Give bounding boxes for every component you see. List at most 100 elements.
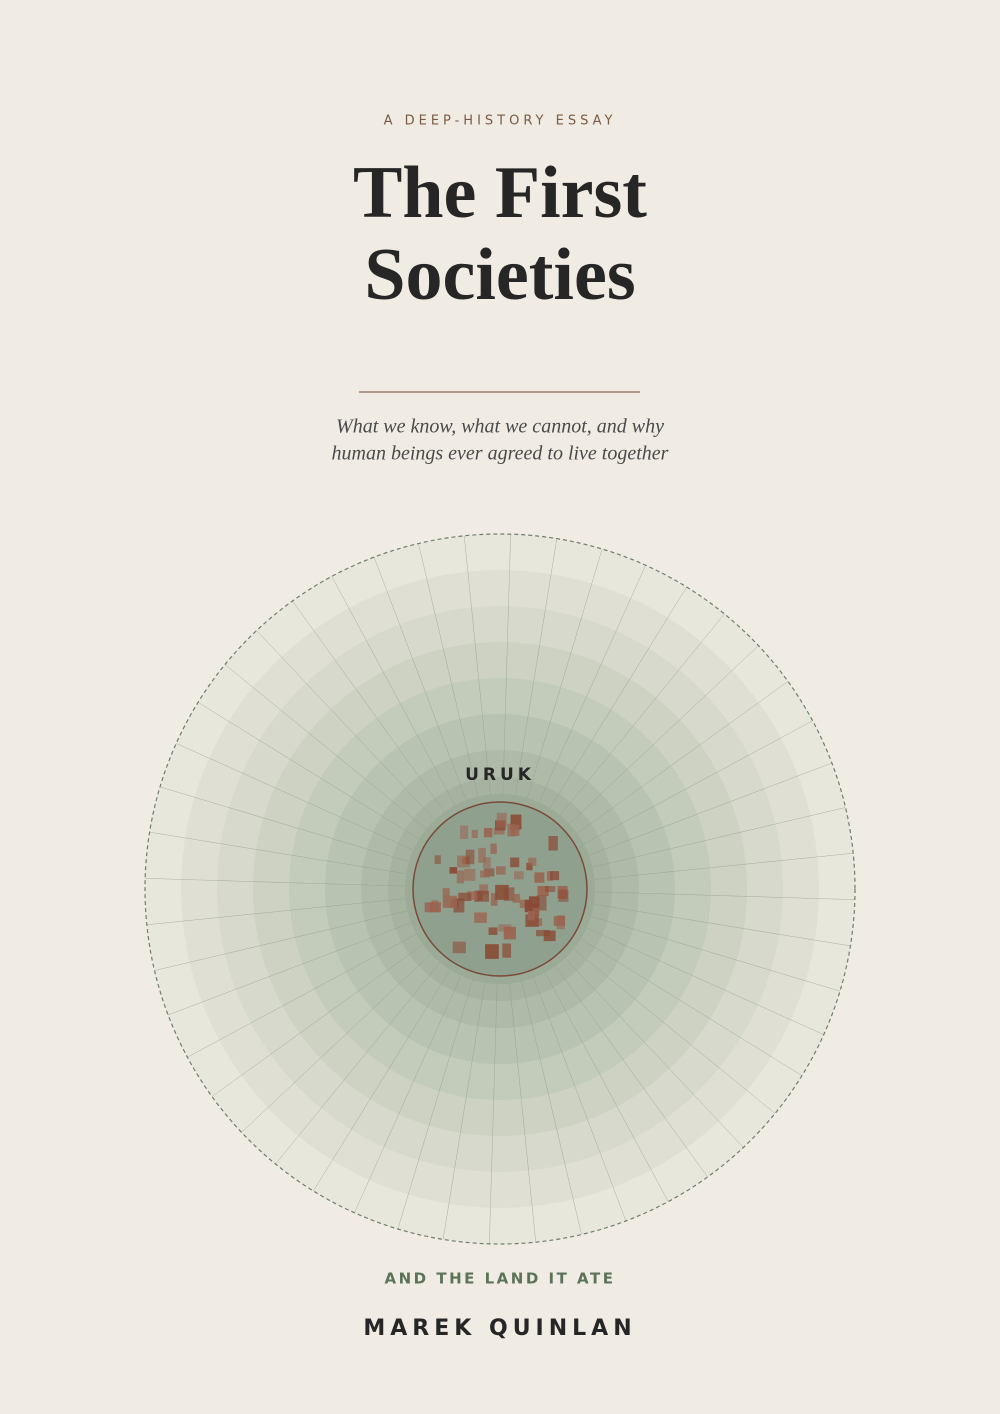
city-block <box>502 943 512 958</box>
city-block <box>507 823 516 837</box>
city-block <box>528 857 537 866</box>
city-block <box>467 891 478 900</box>
city-block <box>453 898 465 913</box>
city-block <box>503 887 515 901</box>
spoke <box>502 534 511 795</box>
city-block <box>527 910 535 921</box>
spoke <box>533 977 627 1221</box>
tagline: AND THE LAND IT ATE <box>385 1270 616 1288</box>
spoke <box>224 664 427 830</box>
spoke <box>154 910 408 971</box>
city-block <box>512 893 521 903</box>
city-block <box>479 884 488 895</box>
city-block <box>452 941 466 954</box>
city-block <box>478 847 486 863</box>
subtitle-line: human beings ever agreed to live togethe… <box>332 443 669 465</box>
spoke <box>256 630 436 821</box>
spoke <box>489 983 498 1244</box>
spoke <box>521 981 582 1235</box>
outer-boundary <box>144 533 856 1245</box>
city-block <box>474 912 487 923</box>
city-block <box>485 944 499 959</box>
city-block <box>496 812 507 827</box>
city-block <box>490 893 498 906</box>
city-block <box>510 857 520 868</box>
spoke <box>275 962 441 1165</box>
city-block <box>460 825 469 839</box>
spoke <box>331 576 456 806</box>
city-block <box>471 829 478 839</box>
spoke <box>568 645 759 825</box>
city-block <box>524 899 532 913</box>
spoke <box>509 983 537 1243</box>
city-block <box>532 908 540 916</box>
spoke <box>211 944 424 1097</box>
city-block <box>442 895 457 908</box>
spoke <box>592 807 846 868</box>
city-block <box>456 870 465 884</box>
kicker: A DEEP-HISTORY ESSAY <box>384 114 617 129</box>
spoke <box>197 702 420 840</box>
spoke <box>594 852 854 880</box>
spoke <box>442 982 486 1240</box>
city-block <box>493 828 505 835</box>
city-block <box>434 855 441 865</box>
city-block <box>480 870 490 878</box>
spoke <box>313 969 451 1192</box>
subtitle-line: What we know, what we cannot, and why <box>336 416 664 438</box>
city-block <box>558 889 569 902</box>
spokes <box>145 534 855 1244</box>
spoke <box>292 600 445 813</box>
spoke <box>168 922 412 1016</box>
spoke <box>146 898 406 926</box>
spoke <box>463 535 491 795</box>
city-block <box>536 895 547 911</box>
spoke <box>594 891 855 900</box>
spoke <box>588 762 832 856</box>
spoke <box>176 743 414 851</box>
spoke <box>549 586 687 809</box>
city-block <box>536 929 550 937</box>
spoke <box>555 965 708 1178</box>
city-block <box>474 890 489 902</box>
city-block <box>543 930 556 942</box>
city-block <box>528 896 540 908</box>
spoke <box>187 933 417 1058</box>
spoke <box>418 543 479 797</box>
city-block <box>514 871 524 880</box>
spoke <box>586 927 824 1035</box>
city-block <box>483 828 493 838</box>
city-block <box>496 866 506 875</box>
spoke <box>583 720 813 845</box>
city-block <box>442 888 450 897</box>
spoke <box>590 916 841 992</box>
city-block <box>498 924 512 932</box>
spoke <box>159 786 410 862</box>
city-block <box>458 892 472 902</box>
spoke <box>593 903 851 947</box>
city-block <box>556 915 565 930</box>
author: MAREK QUINLAN <box>363 1316 636 1341</box>
spoke <box>145 878 406 887</box>
city-block <box>546 871 554 881</box>
spoke <box>544 972 669 1202</box>
city-block <box>449 867 458 874</box>
city-block <box>490 843 497 855</box>
spoke <box>580 938 803 1076</box>
title-line: The First <box>353 152 647 234</box>
city-block <box>550 871 560 881</box>
city-block <box>510 814 522 830</box>
city-block <box>495 884 509 900</box>
title-line: Societies <box>364 234 635 316</box>
city-block <box>537 885 549 896</box>
city-block <box>526 862 533 871</box>
city-block <box>482 857 491 868</box>
spoke <box>564 957 744 1148</box>
spoke <box>573 948 776 1114</box>
spoke <box>576 681 789 834</box>
spoke <box>514 538 558 796</box>
spoke <box>373 557 467 801</box>
city-blocks <box>424 812 569 959</box>
spoke <box>241 953 432 1133</box>
city-block <box>545 886 556 893</box>
